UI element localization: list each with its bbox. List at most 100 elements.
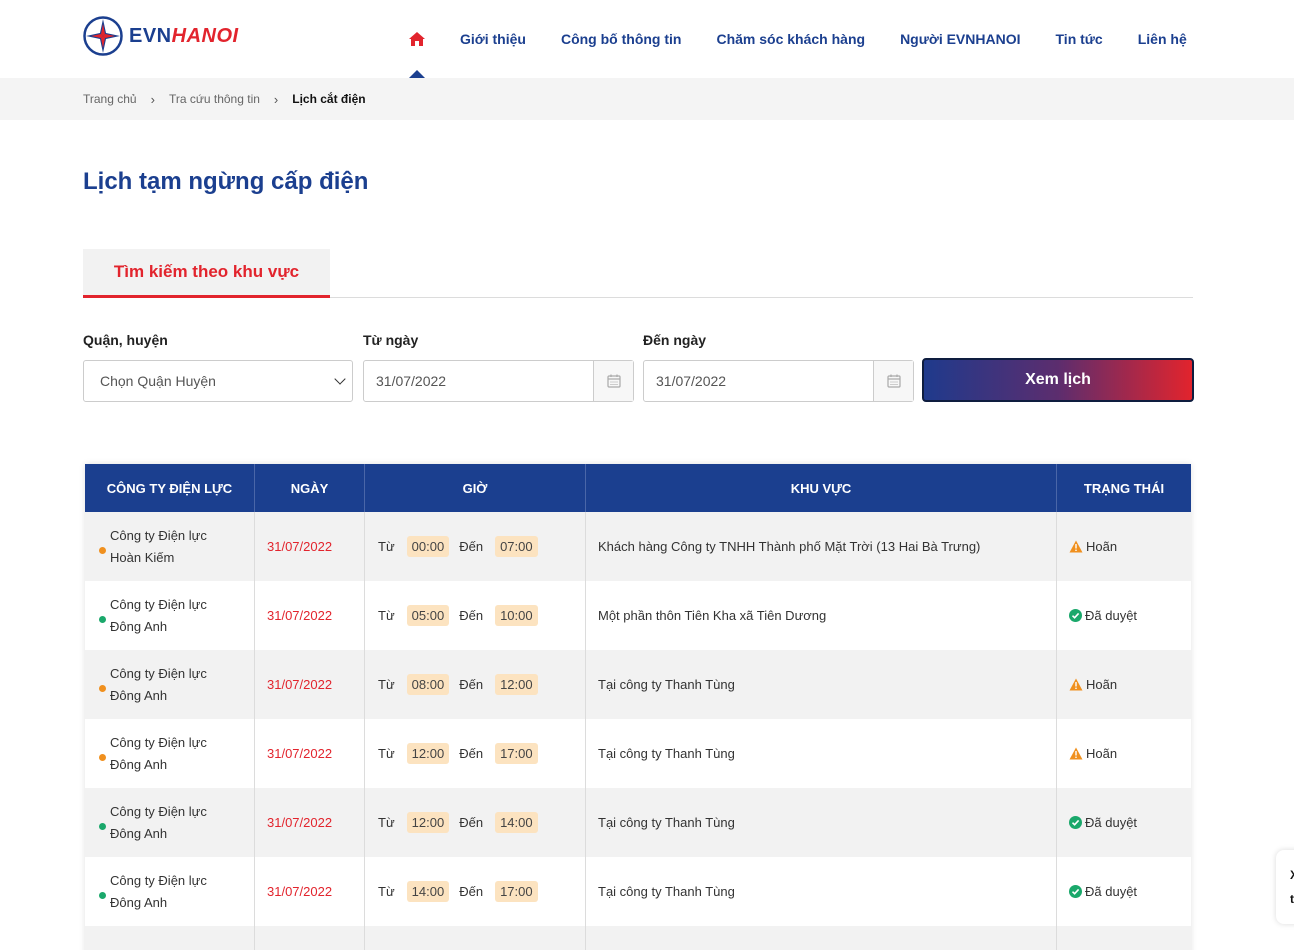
to-word: Đến xyxy=(459,746,484,761)
status-cell: Hoãn xyxy=(1057,512,1191,581)
status-dot xyxy=(99,822,106,830)
status-text: Hoãn xyxy=(1086,746,1118,761)
start-time: 08:00 xyxy=(406,674,450,695)
status-text: Đã duyệt xyxy=(1085,815,1138,830)
home-icon xyxy=(409,32,425,46)
to-date-value: 31/07/2022 xyxy=(656,373,727,389)
nav-gioi-thieu[interactable]: Giới thiệu xyxy=(460,31,526,47)
tab-search-by-area[interactable]: Tìm kiếm theo khu vực xyxy=(83,249,330,298)
from-word: Từ xyxy=(378,608,395,623)
nav-cham-soc-khach-hang[interactable]: Chăm sóc khách hàng xyxy=(716,31,866,47)
end-time: 12:00 xyxy=(495,674,538,695)
warning-icon xyxy=(1069,540,1083,553)
nav-home[interactable] xyxy=(407,0,427,78)
from-date-input[interactable]: 31/07/2022 xyxy=(363,360,634,402)
area-cell: Tại công ty Thanh Tùng xyxy=(586,788,1057,857)
calendar-icon[interactable] xyxy=(593,361,633,401)
table-header: CÔNG TY ĐIỆN LỰC NGÀY GIỜ KHU VỰC TRẠNG … xyxy=(85,464,1191,512)
company-name: Công ty Điện lực Hoàn Kiếm xyxy=(110,527,207,565)
from-date-label: Từ ngày xyxy=(363,332,419,348)
to-date-input[interactable]: 31/07/2022 xyxy=(643,360,914,402)
company-cell: Công ty Điện lực Đông Anh xyxy=(85,581,255,650)
breadcrumb-current: Lịch cắt điện xyxy=(292,92,366,106)
nav-tin-tuc[interactable]: Tin tức xyxy=(1055,31,1103,47)
company-cell: Công ty Điện lực Đông Anh xyxy=(85,719,255,788)
company-name: Công ty Điện lực Đông Anh xyxy=(110,596,207,634)
breadcrumb-lookup[interactable]: Tra cứu thông tin xyxy=(168,92,260,106)
side-widget[interactable]: X t xyxy=(1276,850,1294,924)
nav-cong-bo-thong-tin[interactable]: Công bố thông tin xyxy=(560,31,682,47)
to-word: Đến xyxy=(459,884,484,899)
col-header-status: TRẠNG THÁI xyxy=(1083,480,1165,496)
warning-icon xyxy=(1069,747,1083,760)
nav-nguoi-evnhanoi[interactable]: Người EVNHANOI xyxy=(900,31,1021,47)
status-cell: Đã duyệt xyxy=(1057,857,1191,926)
tab-divider xyxy=(83,297,1193,298)
area-cell: Khách hàng Công ty TNHH Thành phố Mặt Tr… xyxy=(586,512,1057,581)
check-circle-icon xyxy=(1069,816,1082,829)
status-dot xyxy=(99,615,106,623)
end-time: 07:00 xyxy=(495,536,538,557)
company-cell: Công ty Điện lực Đông Anh xyxy=(85,650,255,719)
start-time: 12:00 xyxy=(406,743,450,764)
date-cell: 31/07/2022 xyxy=(255,512,365,581)
status-text: Hoãn xyxy=(1086,539,1118,554)
from-word: Từ xyxy=(378,746,395,761)
date-cell: 31/07/2022 xyxy=(255,719,365,788)
status-dot xyxy=(99,684,106,692)
breadcrumb-home[interactable]: Trang chủ xyxy=(83,92,137,106)
calendar-icon[interactable] xyxy=(873,361,913,401)
warning-icon xyxy=(1069,678,1083,691)
company-name: Công ty Điện lực Đông Anh xyxy=(110,665,207,703)
table-row: Công ty Điện lực Đông Anh 31/07/2022 Từ 12:0… xyxy=(85,788,1191,857)
time-cell: Từ 14:00 Đến 17:00 xyxy=(365,857,586,926)
to-date-label: Đến ngày xyxy=(643,332,707,348)
end-time: 17:00 xyxy=(495,743,538,764)
to-word: Đến xyxy=(459,539,484,554)
table-row: Công ty Điện lực Đông Anh 31/07/2022 Từ 08:0… xyxy=(85,650,1191,719)
to-word: Đến xyxy=(459,677,484,692)
chevron-down-icon xyxy=(334,373,346,385)
from-word: Từ xyxy=(378,677,395,692)
page-title: Lịch tạm ngừng cấp điện xyxy=(83,168,369,195)
active-nav-indicator xyxy=(409,70,425,78)
chevron-right-icon: › xyxy=(273,91,279,107)
status-cell: Đã duyệt xyxy=(1057,581,1191,650)
time-cell: Từ 05:00 Đến 10:00 xyxy=(365,581,586,650)
status-cell: Đã duyệt xyxy=(1057,788,1191,857)
from-date-value: 31/07/2022 xyxy=(376,373,447,389)
status-text: Đã duyệt xyxy=(1085,884,1138,899)
view-schedule-button[interactable]: Xem lịch xyxy=(922,358,1194,402)
logo-wordmark: EVNHANOI xyxy=(129,24,239,47)
status-cell: Hoãn xyxy=(1057,650,1191,719)
outage-table: CÔNG TY ĐIỆN LỰC NGÀY GIỜ KHU VỰC TRẠNG … xyxy=(85,464,1191,950)
evn-star-icon xyxy=(83,16,123,56)
company-cell: Công ty Điện lực Đông Anh xyxy=(85,857,255,926)
main-nav: Giới thiệu Công bố thông tin Chăm sóc kh… xyxy=(407,0,1187,78)
date-cell: 31/07/2022 xyxy=(255,650,365,719)
from-word: Từ xyxy=(378,884,395,899)
district-select[interactable]: Chọn Quận Huyện xyxy=(83,360,353,402)
date-cell: 31/07/2022 xyxy=(255,788,365,857)
status-cell: Hoãn xyxy=(1057,719,1191,788)
col-header-time: GIỜ xyxy=(365,464,586,512)
area-cell: Một phần thôn Tiên Kha xã Tiên Dương xyxy=(586,581,1057,650)
time-cell: Từ 12:00 Đến 17:00 xyxy=(365,719,586,788)
check-circle-icon xyxy=(1069,609,1082,622)
status-text: Hoãn xyxy=(1086,677,1118,692)
nav-lien-he[interactable]: Liên hệ xyxy=(1137,31,1187,47)
district-select-value: Chọn Quận Huyện xyxy=(100,373,216,389)
to-word: Đến xyxy=(459,815,484,830)
breadcrumb-bar: Trang chủ › Tra cứu thông tin › Lịch cắt… xyxy=(0,78,1294,120)
evnhanoi-logo[interactable]: EVNHANOI xyxy=(83,16,239,56)
start-time: 14:00 xyxy=(406,881,450,902)
end-time: 14:00 xyxy=(495,812,538,833)
district-label: Quận, huyện xyxy=(83,332,168,348)
date-cell: 31/07/2022 xyxy=(255,857,365,926)
area-cell: Tại công ty Thanh Tùng xyxy=(586,857,1057,926)
time-cell: Từ 00:00 Đến 07:00 xyxy=(365,512,586,581)
start-time: 00:00 xyxy=(406,536,450,557)
to-word: Đến xyxy=(459,608,484,623)
status-dot xyxy=(99,546,106,554)
time-cell: Từ 12:00 Đến 14:00 xyxy=(365,788,586,857)
